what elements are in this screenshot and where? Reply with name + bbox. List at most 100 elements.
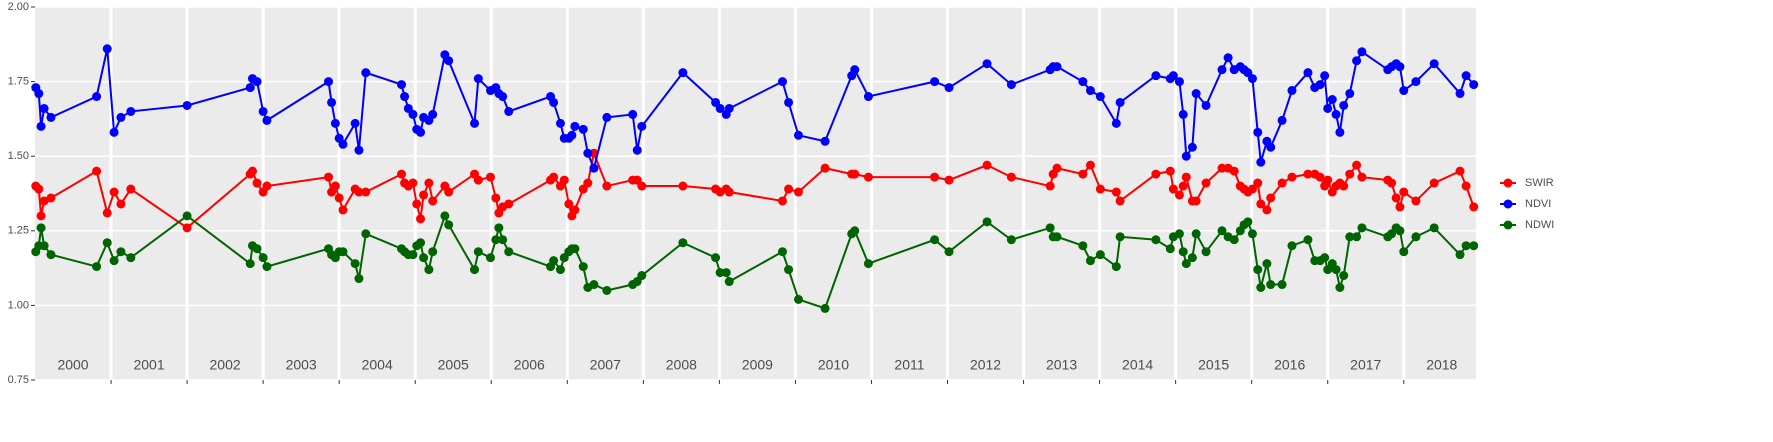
x-tick-label: 2012 xyxy=(970,357,1001,373)
data-point xyxy=(1151,235,1161,245)
data-point xyxy=(1387,178,1397,188)
data-point xyxy=(1429,178,1439,188)
data-point xyxy=(412,199,422,209)
data-point xyxy=(1247,74,1257,84)
data-point xyxy=(36,211,46,221)
data-point xyxy=(1262,205,1272,215)
legend-key-point xyxy=(1503,220,1513,230)
data-point xyxy=(1078,169,1088,179)
data-point xyxy=(327,97,337,107)
data-point xyxy=(570,121,580,131)
data-point xyxy=(982,160,992,170)
y-tick-label: 2.00 xyxy=(8,1,29,13)
data-point xyxy=(1469,202,1479,212)
data-point xyxy=(354,274,364,284)
data-point xyxy=(777,247,787,257)
data-point xyxy=(1095,184,1105,194)
data-point xyxy=(1115,97,1125,107)
data-point xyxy=(1187,142,1197,152)
data-point xyxy=(555,118,565,128)
data-point xyxy=(863,92,873,102)
data-point xyxy=(930,172,940,182)
data-point xyxy=(1429,223,1439,233)
data-point xyxy=(470,265,480,275)
x-tick-label: 2000 xyxy=(57,357,88,373)
data-point xyxy=(1455,89,1465,99)
data-point xyxy=(419,253,429,263)
data-point xyxy=(116,247,126,257)
data-point xyxy=(397,80,407,90)
data-point xyxy=(637,121,647,131)
data-point xyxy=(1395,226,1405,236)
data-point xyxy=(498,92,508,102)
data-point xyxy=(1395,62,1405,72)
data-point xyxy=(408,178,418,188)
data-point xyxy=(1315,80,1325,90)
data-point xyxy=(944,175,954,185)
data-point xyxy=(350,118,360,128)
data-point xyxy=(1253,127,1263,137)
data-point xyxy=(126,106,136,116)
data-point xyxy=(36,121,46,131)
data-point xyxy=(1399,187,1409,197)
data-point xyxy=(109,187,119,197)
data-point xyxy=(361,229,371,239)
data-point xyxy=(1411,196,1421,206)
data-point xyxy=(784,265,794,275)
data-point xyxy=(784,184,794,194)
data-point xyxy=(724,187,734,197)
data-point xyxy=(1253,265,1263,275)
data-point xyxy=(1178,181,1188,191)
data-point xyxy=(1006,172,1016,182)
data-point xyxy=(338,247,348,257)
data-point xyxy=(1229,166,1239,176)
data-point xyxy=(982,59,992,69)
data-point xyxy=(126,184,136,194)
data-point xyxy=(1287,86,1297,96)
data-point xyxy=(1411,232,1421,242)
legend-key-point xyxy=(1503,199,1513,209)
x-tick-label: 2001 xyxy=(133,357,164,373)
data-point xyxy=(567,130,577,140)
data-point xyxy=(252,244,262,254)
data-point xyxy=(1006,80,1016,90)
data-point xyxy=(92,166,102,176)
data-point xyxy=(559,175,569,185)
data-point xyxy=(793,187,803,197)
data-point xyxy=(1168,71,1178,81)
data-point xyxy=(1223,53,1233,63)
data-point xyxy=(555,265,565,275)
data-point xyxy=(1111,187,1121,197)
data-point xyxy=(504,247,514,257)
data-point xyxy=(245,83,255,93)
data-point xyxy=(334,193,344,203)
data-point xyxy=(473,74,483,84)
data-point xyxy=(1165,166,1175,176)
data-point xyxy=(424,265,434,275)
data-point xyxy=(1181,151,1191,161)
y-tick-label: 0.75 xyxy=(8,374,29,386)
data-point xyxy=(1174,190,1184,200)
data-point xyxy=(1331,265,1341,275)
x-tick-label: 2009 xyxy=(742,357,773,373)
x-tick-label: 2008 xyxy=(666,357,697,373)
legend-label: NDWI xyxy=(1525,219,1554,231)
data-point xyxy=(444,220,454,230)
data-point xyxy=(504,106,514,116)
data-point xyxy=(182,211,192,221)
data-point xyxy=(602,112,612,122)
x-tick-label: 2005 xyxy=(438,357,469,373)
data-point xyxy=(777,196,787,206)
data-point xyxy=(1151,169,1161,179)
data-point xyxy=(182,223,192,233)
data-point xyxy=(1168,184,1178,194)
x-tick-label: 2015 xyxy=(1198,357,1229,373)
data-point xyxy=(416,238,426,248)
data-point xyxy=(1181,259,1191,269)
data-point xyxy=(34,184,44,194)
series-line xyxy=(34,48,1475,172)
data-point xyxy=(1165,244,1175,254)
data-point xyxy=(504,199,514,209)
data-point xyxy=(116,112,126,122)
